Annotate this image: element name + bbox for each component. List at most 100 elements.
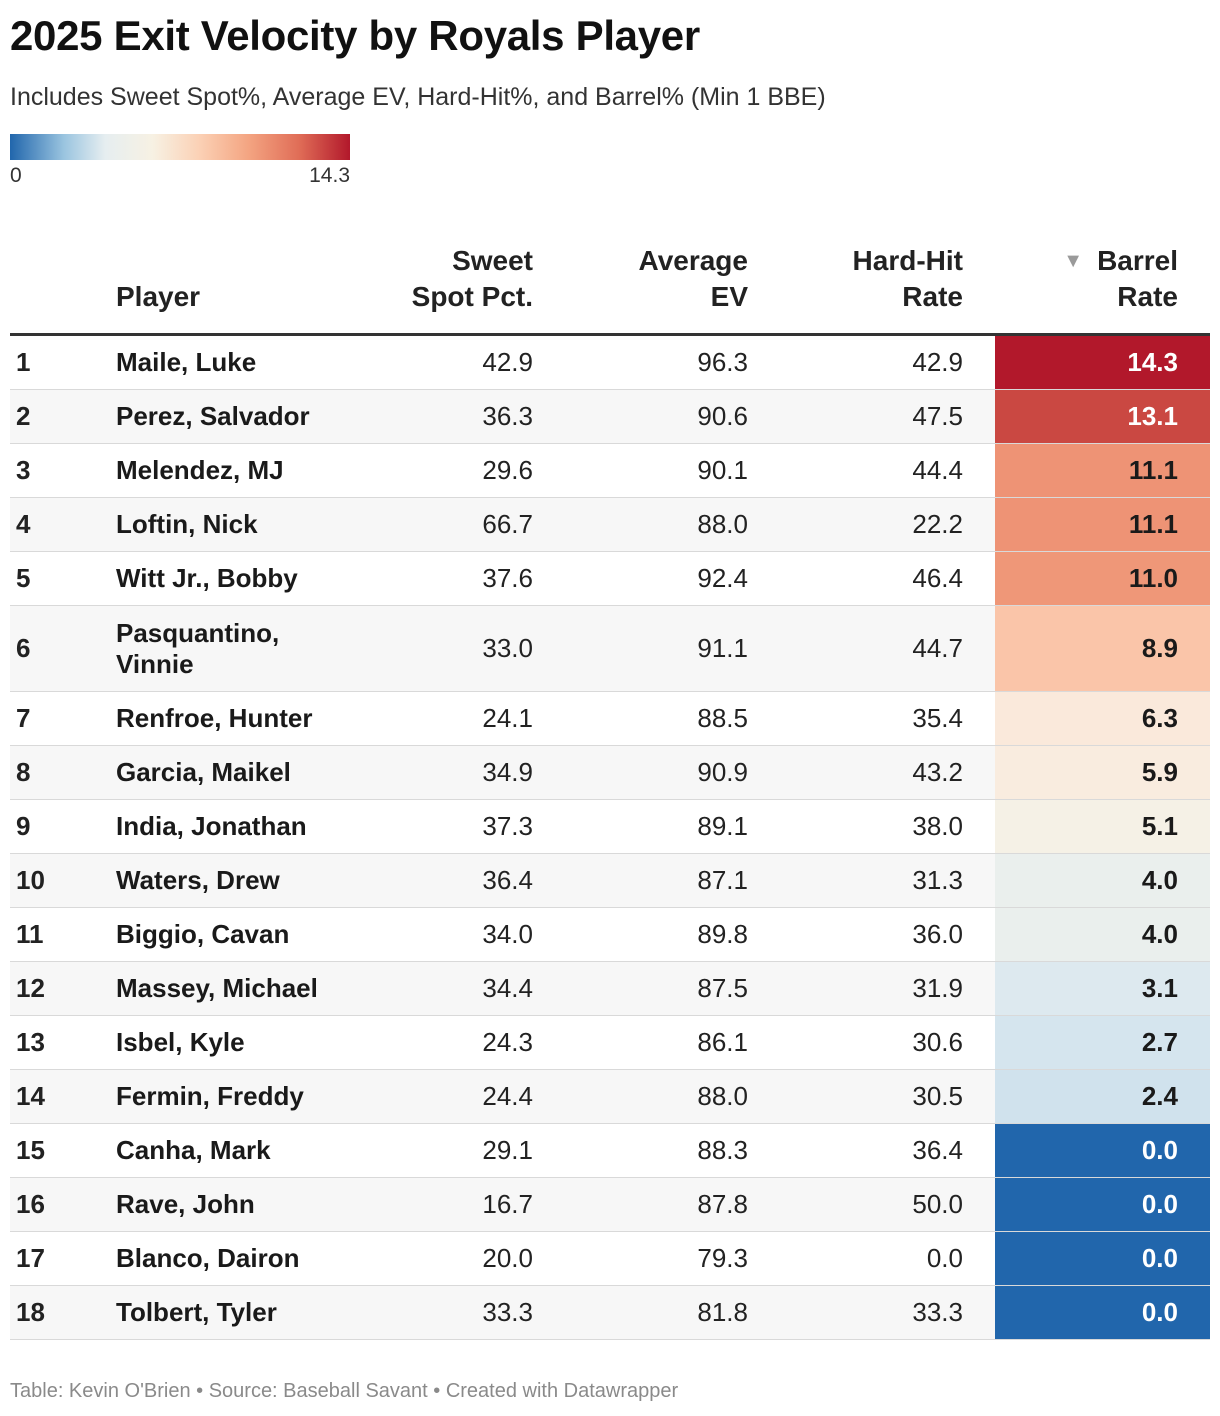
average-ev-cell: 88.5 (565, 691, 780, 746)
barrel-rate-cell: 0.0 (995, 1231, 1210, 1286)
average-ev-cell: 86.1 (565, 1015, 780, 1070)
header-player-label: Player (116, 281, 201, 312)
rank-cell: 2 (10, 389, 116, 444)
hard-hit-cell: 36.0 (780, 907, 995, 962)
sweet-spot-cell: 37.3 (350, 799, 565, 854)
player-cell: India, Jonathan (116, 799, 350, 854)
average-ev-cell: 90.1 (565, 443, 780, 498)
hard-hit-cell: 30.5 (780, 1069, 995, 1124)
player-cell: Pasquantino, Vinnie (116, 605, 350, 692)
average-ev-cell: 87.8 (565, 1177, 780, 1232)
player-cell: Tolbert, Tyler (116, 1285, 350, 1340)
sweet-spot-cell: 20.0 (350, 1231, 565, 1286)
color-legend: 0 14.3 (10, 134, 350, 188)
average-ev-cell: 89.1 (565, 799, 780, 854)
sweet-spot-cell: 36.4 (350, 853, 565, 908)
sweet-spot-cell: 37.6 (350, 551, 565, 606)
rank-cell: 3 (10, 443, 116, 498)
average-ev-cell: 90.9 (565, 745, 780, 800)
sweet-spot-cell: 34.0 (350, 907, 565, 962)
table-row: 10 Waters, Drew 36.4 87.1 31.3 4.0 (10, 853, 1210, 908)
legend-min-label: 0 (10, 164, 22, 187)
rank-cell: 6 (10, 605, 116, 692)
rank-cell: 13 (10, 1015, 116, 1070)
table-row: 6 Pasquantino, Vinnie 33.0 91.1 44.7 8.9 (10, 605, 1210, 692)
sweet-spot-cell: 33.0 (350, 605, 565, 692)
rank-cell: 17 (10, 1231, 116, 1286)
barrel-rate-cell: 4.0 (995, 907, 1210, 962)
barrel-rate-cell: 11.1 (995, 497, 1210, 552)
sweet-spot-cell: 34.4 (350, 961, 565, 1016)
sweet-spot-cell: 16.7 (350, 1177, 565, 1232)
hard-hit-cell: 0.0 (780, 1231, 995, 1286)
header-player[interactable]: Player (116, 243, 350, 336)
barrel-rate-cell: 11.1 (995, 443, 1210, 498)
data-table: Player Sweet Spot Pct. Average EV Hard-H… (10, 243, 1210, 1340)
rank-cell: 8 (10, 745, 116, 800)
barrel-rate-cell: 0.0 (995, 1177, 1210, 1232)
hard-hit-cell: 50.0 (780, 1177, 995, 1232)
player-cell: Perez, Salvador (116, 389, 350, 444)
player-cell: Loftin, Nick (116, 497, 350, 552)
rank-cell: 5 (10, 551, 116, 606)
chart-subtitle: Includes Sweet Spot%, Average EV, Hard-H… (10, 83, 826, 111)
hard-hit-cell: 33.3 (780, 1285, 995, 1340)
hard-hit-cell: 36.4 (780, 1123, 995, 1178)
average-ev-cell: 87.5 (565, 961, 780, 1016)
hard-hit-cell: 43.2 (780, 745, 995, 800)
chart-title: 2025 Exit Velocity by Royals Player (10, 12, 700, 59)
table-row: 1 Maile, Luke 42.9 96.3 42.9 14.3 (10, 334, 1210, 390)
rank-cell: 18 (10, 1285, 116, 1340)
header-barrel-line1: Barrel (1097, 245, 1178, 276)
barrel-rate-cell: 3.1 (995, 961, 1210, 1016)
table-row: 8 Garcia, Maikel 34.9 90.9 43.2 5.9 (10, 745, 1210, 800)
barrel-rate-cell: 6.3 (995, 691, 1210, 746)
player-cell: Renfroe, Hunter (116, 691, 350, 746)
hard-hit-cell: 44.7 (780, 605, 995, 692)
hard-hit-cell: 31.9 (780, 961, 995, 1016)
barrel-rate-cell: 0.0 (995, 1123, 1210, 1178)
hard-hit-cell: 30.6 (780, 1015, 995, 1070)
player-cell: Melendez, MJ (116, 443, 350, 498)
chart-footer: Table: Kevin O'Brien • Source: Baseball … (10, 1380, 679, 1402)
barrel-rate-cell: 13.1 (995, 389, 1210, 444)
header-average-ev-line2: EV (710, 281, 748, 312)
table-row: 3 Melendez, MJ 29.6 90.1 44.4 11.1 (10, 443, 1210, 498)
rank-cell: 16 (10, 1177, 116, 1232)
rank-cell: 10 (10, 853, 116, 908)
table-row: 12 Massey, Michael 34.4 87.5 31.9 3.1 (10, 961, 1210, 1016)
barrel-rate-cell: 14.3 (995, 334, 1210, 390)
header-barrel-rate[interactable]: ▼ Barrel Rate (995, 243, 1210, 336)
hard-hit-cell: 22.2 (780, 497, 995, 552)
table-row: 4 Loftin, Nick 66.7 88.0 22.2 11.1 (10, 497, 1210, 552)
table-row: 13 Isbel, Kyle 24.3 86.1 30.6 2.7 (10, 1015, 1210, 1070)
barrel-rate-cell: 2.4 (995, 1069, 1210, 1124)
sweet-spot-cell: 24.1 (350, 691, 565, 746)
average-ev-cell: 79.3 (565, 1231, 780, 1286)
table-row: 17 Blanco, Dairon 20.0 79.3 0.0 0.0 (10, 1231, 1210, 1286)
sweet-spot-cell: 29.1 (350, 1123, 565, 1178)
average-ev-cell: 88.3 (565, 1123, 780, 1178)
header-average-ev[interactable]: Average EV (565, 243, 780, 336)
header-sweet-spot[interactable]: Sweet Spot Pct. (350, 243, 565, 336)
rank-cell: 12 (10, 961, 116, 1016)
player-cell: Rave, John (116, 1177, 350, 1232)
player-cell: Witt Jr., Bobby (116, 551, 350, 606)
hard-hit-cell: 38.0 (780, 799, 995, 854)
table-row: 11 Biggio, Cavan 34.0 89.8 36.0 4.0 (10, 907, 1210, 962)
average-ev-cell: 87.1 (565, 853, 780, 908)
average-ev-cell: 88.0 (565, 1069, 780, 1124)
header-hard-hit[interactable]: Hard-Hit Rate (780, 243, 995, 336)
average-ev-cell: 90.6 (565, 389, 780, 444)
sort-descending-icon[interactable]: ▼ (1063, 250, 1084, 272)
table-row: 18 Tolbert, Tyler 33.3 81.8 33.3 0.0 (10, 1285, 1210, 1340)
sweet-spot-cell: 66.7 (350, 497, 565, 552)
player-cell: Canha, Mark (116, 1123, 350, 1178)
rank-cell: 15 (10, 1123, 116, 1178)
rank-cell: 4 (10, 497, 116, 552)
player-cell: Garcia, Maikel (116, 745, 350, 800)
barrel-rate-cell: 2.7 (995, 1015, 1210, 1070)
player-cell: Fermin, Freddy (116, 1069, 350, 1124)
table-row: 9 India, Jonathan 37.3 89.1 38.0 5.1 (10, 799, 1210, 854)
header-sweet-spot-line1: Sweet (452, 245, 533, 276)
